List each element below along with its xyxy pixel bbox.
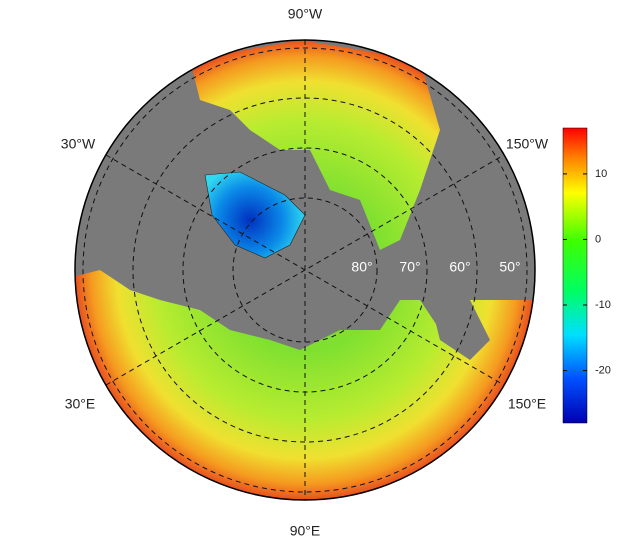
map-disk xyxy=(75,40,535,500)
colorbar-tick-label: -10 xyxy=(595,299,611,311)
meridian-label: 90°W xyxy=(288,6,323,22)
parallel-label: 80° xyxy=(351,259,372,275)
parallel-label: 50° xyxy=(499,259,520,275)
meridian-label: 150°W xyxy=(506,136,549,152)
meridian-label: 150°E xyxy=(508,396,546,412)
colorbar-tick-label: -20 xyxy=(595,364,611,376)
meridian-label: 90°E xyxy=(290,523,321,539)
greenland xyxy=(204,171,306,259)
graticule xyxy=(82,40,528,500)
meridian-label: 30°W xyxy=(61,136,96,152)
map-border xyxy=(74,39,536,501)
parallel-label: 60° xyxy=(449,259,470,275)
parallel-label: 70° xyxy=(399,259,420,275)
colorbar-ramp xyxy=(562,127,588,424)
north-america xyxy=(190,40,440,250)
colorbar-tick-label: 0 xyxy=(595,233,601,245)
meridian-label: 30°E xyxy=(65,396,96,412)
colorbar-tick-label: 10 xyxy=(595,168,607,180)
bering xyxy=(430,300,490,360)
colorbar: 10 0 -10 -20 xyxy=(562,127,611,424)
kara-sea xyxy=(250,280,320,330)
